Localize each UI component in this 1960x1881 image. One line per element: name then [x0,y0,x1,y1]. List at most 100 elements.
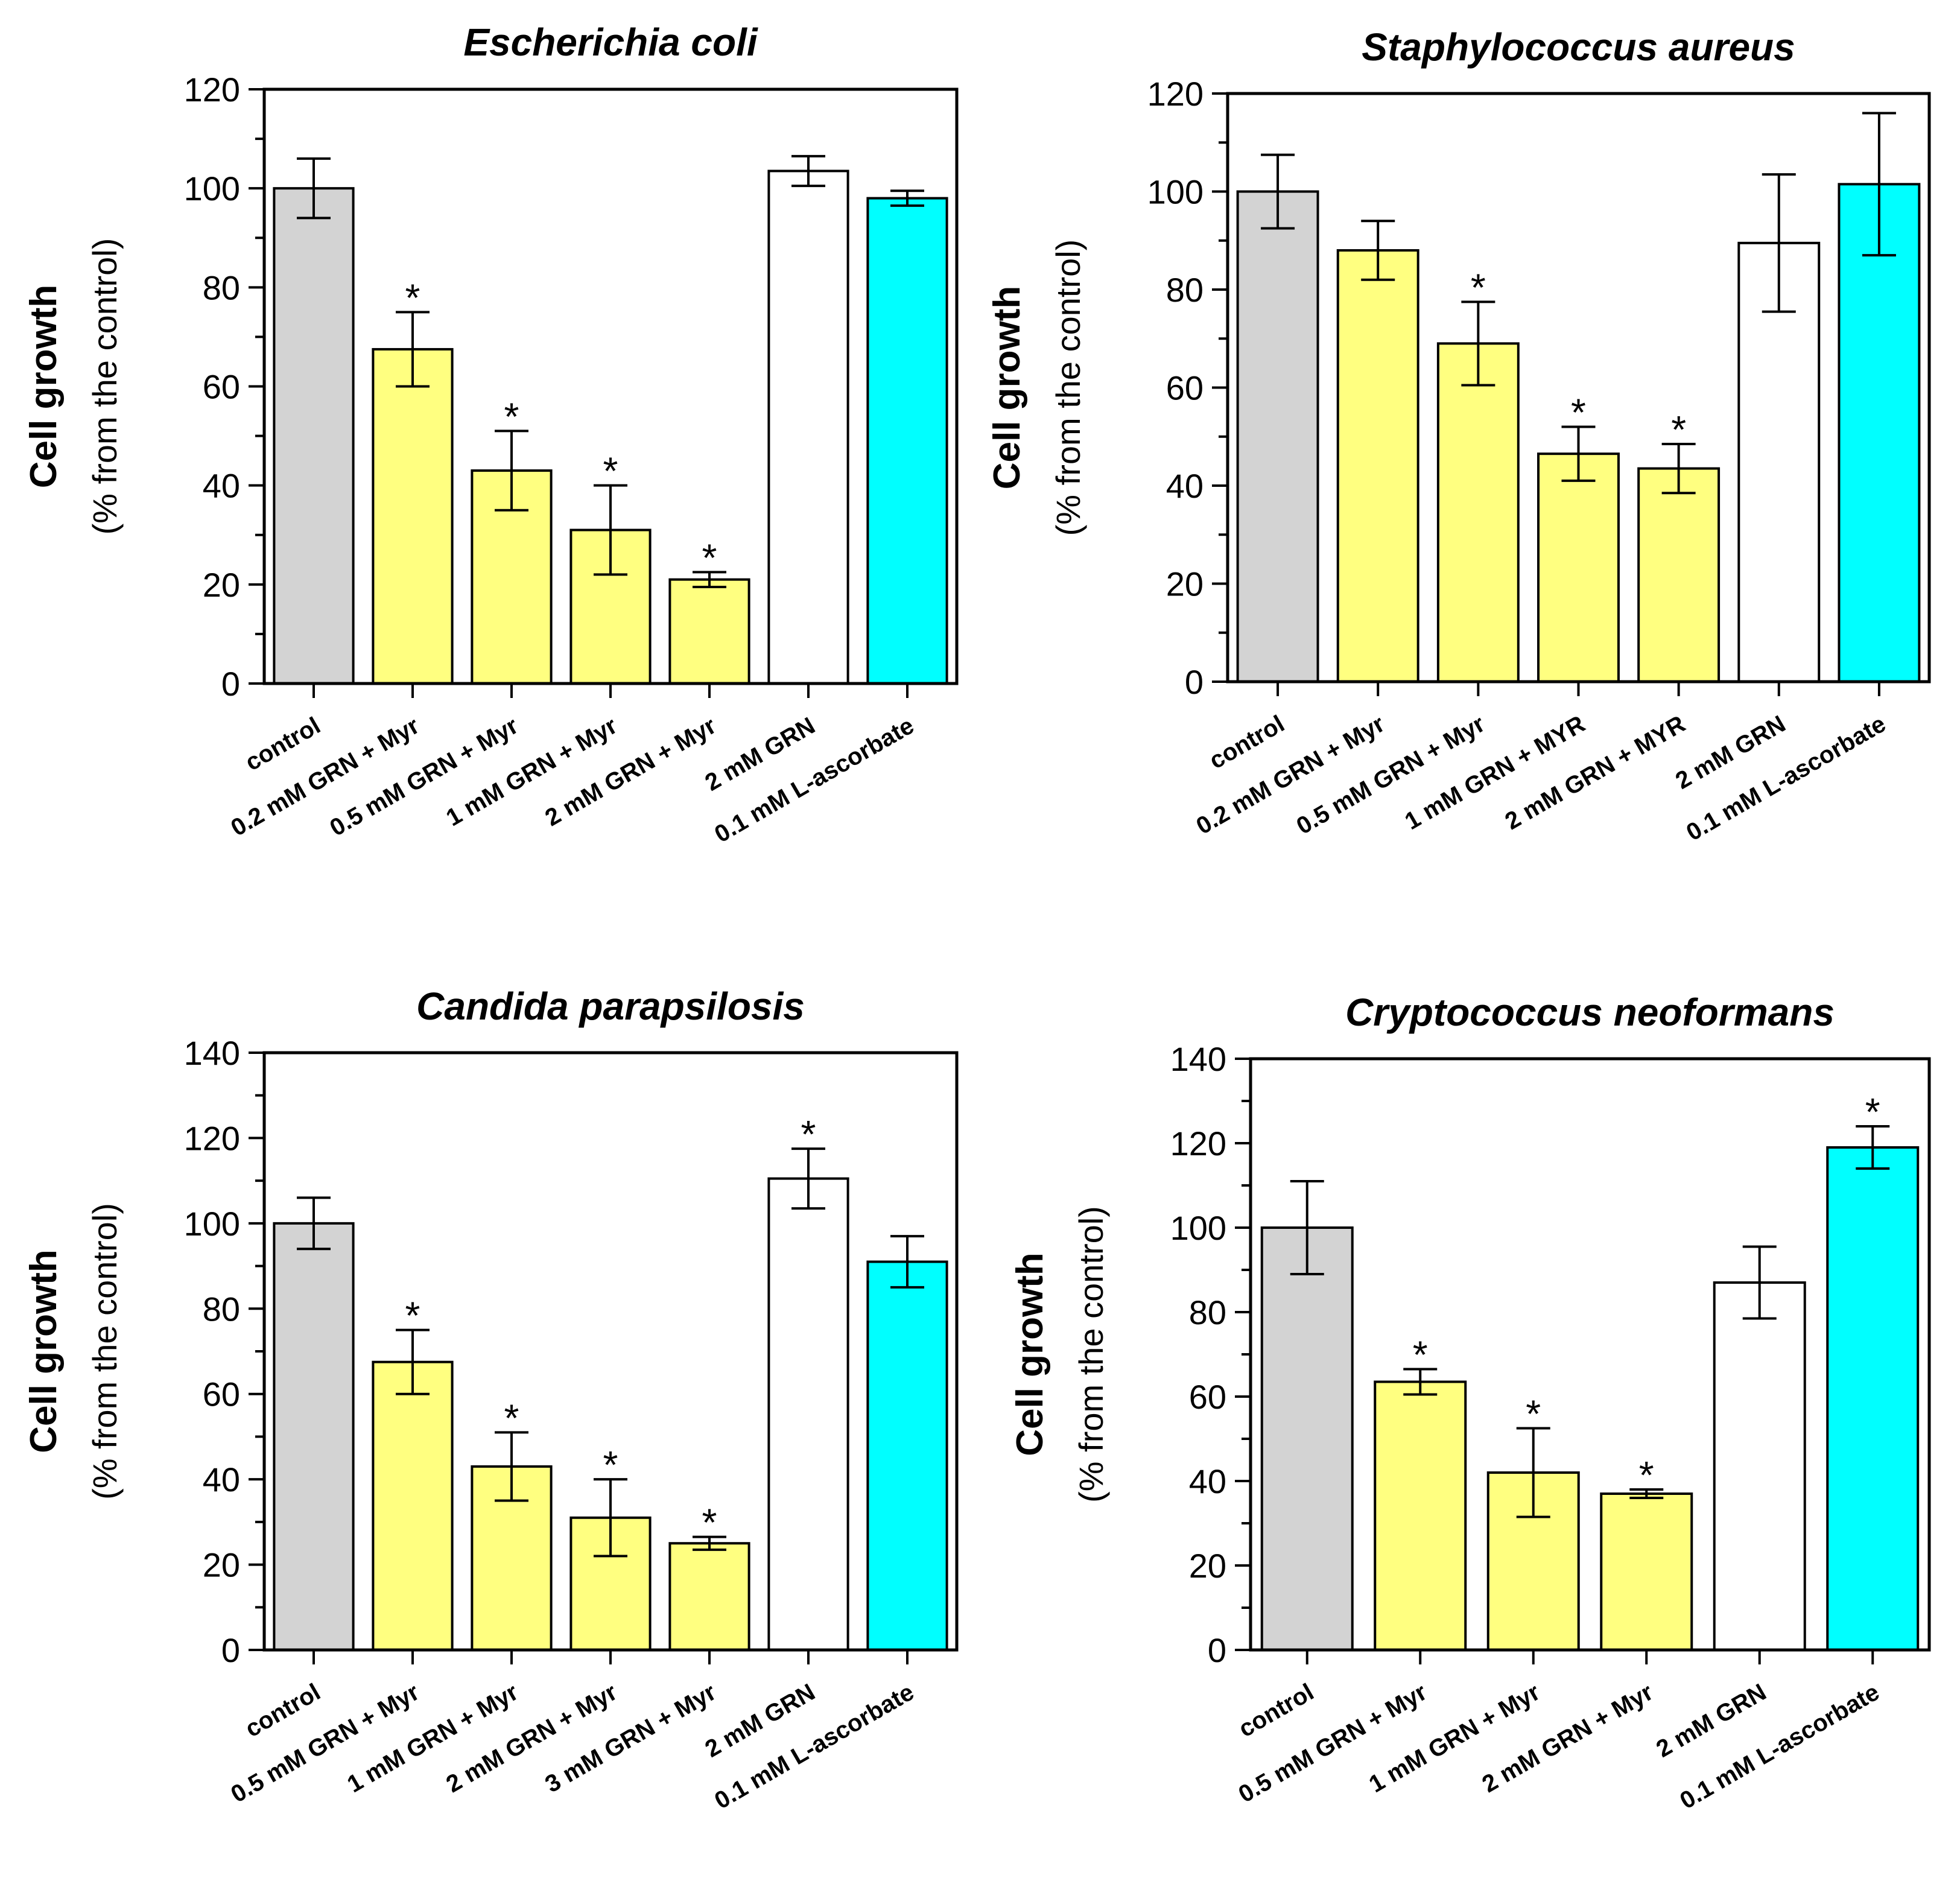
bar-5 [1637,467,1721,683]
y-axis-sublabel: (% from the control) [86,1203,124,1500]
y-tick-label: 40 [1189,1462,1226,1500]
y-axis-label: Cell growth [986,286,1028,490]
significance-star: * [1413,1333,1428,1377]
bar-1 [273,187,355,685]
significance-star: * [1865,1090,1880,1134]
significance-star: * [1671,408,1686,451]
y-tick-label: 120 [1170,1124,1226,1163]
significance-star: * [1471,265,1486,309]
bar-1 [1236,190,1319,683]
x-tick-label: 0.2 mM GRN + Myr [226,712,423,842]
y-tick-label: 40 [1166,467,1204,505]
y-tick-label: 80 [203,268,240,306]
y-tick-label: 100 [1147,173,1204,211]
bar-2 [1374,1380,1467,1651]
x-tick-label: 1 mM GRN + Myr [442,712,621,832]
y-tick-label: 20 [203,566,240,604]
y-tick-label: 20 [1189,1547,1226,1585]
x-tick-label: 0.5 mM GRN + Myr [325,712,522,842]
bar-6 [767,170,849,685]
bar-6 [767,1177,849,1652]
bar-1 [273,1222,355,1652]
y-axis-sublabel: (% from the control) [1072,1206,1110,1503]
y-tick-label: 120 [184,71,240,109]
y-tick-label: 100 [184,170,240,208]
x-tick-label: 0.1 mM L-ascorbate [1675,1679,1883,1815]
significance-star: * [1639,1453,1654,1497]
x-tick-label: 0.5 mM GRN + Myr [1292,711,1489,840]
x-tick-label: control [1205,711,1289,775]
chart-staphylococcus-aureus: Staphylococcus aureus Cell growth (% from … [986,25,1931,846]
significance-star: * [603,1443,618,1486]
y-tick-label: 100 [1170,1209,1226,1247]
significance-star: * [504,395,519,438]
bar-5 [668,578,750,685]
x-tick-label: 1 mM GRN + Myr [343,1679,522,1798]
y-tick-label: 100 [184,1205,240,1243]
x-tick-label: 1 mM GRN + MYR [1400,711,1590,836]
bar-2 [372,347,454,685]
bar-4 [1600,1492,1693,1651]
chart-title: Escherichia coli [463,21,758,64]
y-axis-label: Cell growth [23,1249,65,1453]
bar-7 [1838,183,1921,683]
chart-title: Cryptococcus neoformans [1345,991,1835,1034]
x-tick-label: 0.5 mM GRN + Myr [226,1679,423,1808]
y-tick-label: 40 [203,467,240,505]
y-tick-label: 0 [221,665,240,703]
significance-star: * [1526,1392,1541,1436]
x-tick-label: 2 mM GRN + Myr [442,1679,621,1798]
significance-star: * [801,1112,816,1156]
bar-5 [668,1542,750,1652]
y-tick-label: 0 [1185,663,1204,701]
significance-star: * [603,449,618,493]
significance-star: * [702,536,717,579]
bar-4 [1537,452,1620,683]
bar-2 [372,1360,454,1651]
y-tick-label: 60 [1189,1378,1226,1416]
y-tick-label: 60 [203,1375,240,1413]
y-tick-label: 0 [221,1631,240,1669]
bar-3 [1436,342,1520,683]
chart-title: Candida parapsilosis [416,985,805,1028]
y-tick-label: 120 [1147,75,1204,113]
x-tick-label: 0.5 mM GRN + Myr [1234,1679,1432,1808]
y-tick-label: 60 [1166,369,1204,407]
y-tick-label: 140 [1170,1040,1226,1078]
chart-escherichia-coli: Escherichia coli Cell growth (% from the c… [23,21,959,848]
x-tick-label: 2 mM GRN + MYR [1501,711,1690,836]
y-axis-label: Cell growth [23,285,65,489]
y-tick-label: 20 [1166,565,1204,603]
bar-2 [1336,249,1419,683]
y-tick-label: 140 [184,1034,240,1072]
y-tick-label: 40 [203,1461,240,1499]
y-tick-label: 0 [1208,1631,1226,1669]
x-tick-label: control [241,1679,325,1743]
significance-star: * [504,1396,519,1439]
x-tick-label: 0.2 mM GRN + Myr [1192,711,1389,840]
bar-7 [866,197,948,685]
y-axis-label: Cell growth [1009,1252,1051,1456]
x-tick-label: control [1234,1679,1318,1743]
significance-star: * [405,276,420,319]
y-tick-label: 80 [1189,1293,1226,1331]
significance-star: * [702,1501,717,1544]
bar-1 [1260,1226,1354,1651]
chart-candida-parapsilosis: Candida parapsilosis Cell growth (% from t… [23,985,959,1815]
bar-6 [1737,241,1821,683]
bar-5 [1713,1281,1806,1651]
x-tick-label: 3 mM GRN + Myr [541,1679,720,1798]
bar-7 [866,1260,948,1651]
chart-cryptococcus-neoformans: Cryptococcus neoformans Cell growth (% fro… [1009,991,1931,1815]
y-tick-label: 20 [203,1546,240,1584]
y-axis-sublabel: (% from the control) [86,238,124,535]
y-tick-label: 60 [203,368,240,406]
significance-star: * [405,1294,420,1337]
bar-6 [1826,1146,1920,1651]
y-tick-label: 80 [203,1290,240,1328]
significance-star: * [1571,391,1586,434]
y-tick-label: 80 [1166,271,1204,309]
chart-title: Staphylococcus aureus [1362,25,1795,69]
x-tick-label: 2 mM GRN + Myr [541,712,720,832]
